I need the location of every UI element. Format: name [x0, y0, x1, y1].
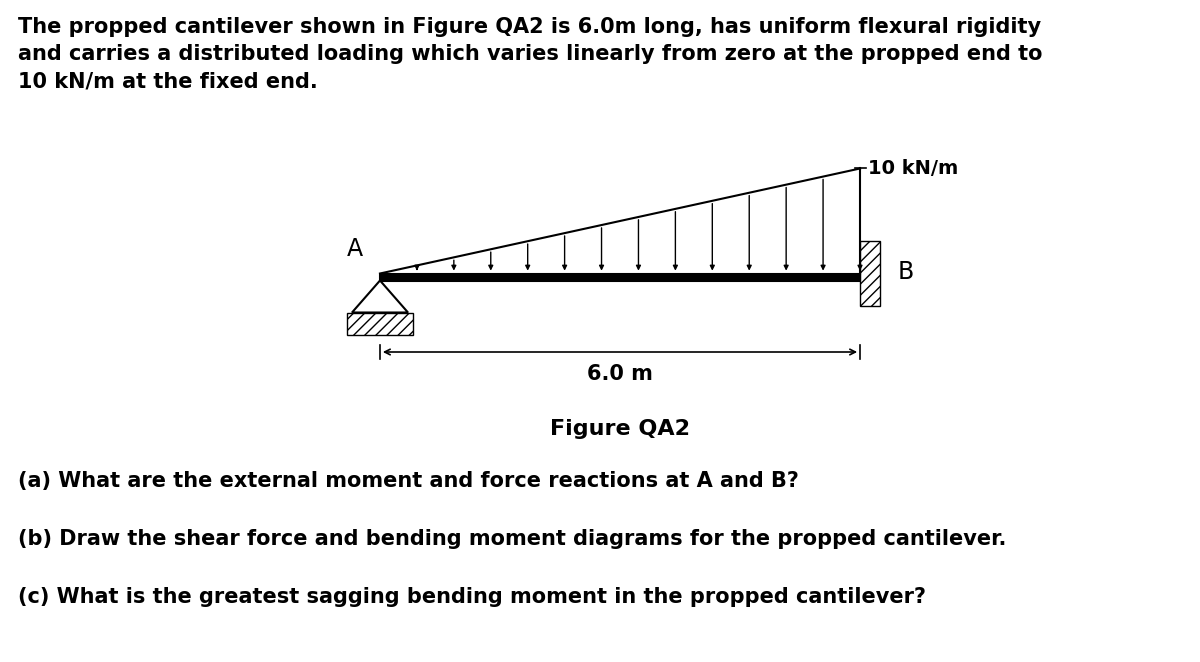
Text: (a) What are the external moment and force reactions at A and B?: (a) What are the external moment and for… — [18, 471, 799, 491]
Text: 6.0 m: 6.0 m — [587, 364, 653, 384]
Text: (c) What is the greatest sagging bending moment in the propped cantilever?: (c) What is the greatest sagging bending… — [18, 587, 926, 607]
Text: 10 kN/m: 10 kN/m — [868, 159, 959, 178]
Text: (b) Draw the shear force and bending moment diagrams for the propped cantilever.: (b) Draw the shear force and bending mom… — [18, 529, 1007, 549]
Text: A: A — [347, 237, 364, 261]
Text: The propped cantilever shown in Figure QA2 is 6.0m long, has uniform flexural ri: The propped cantilever shown in Figure Q… — [18, 17, 1043, 91]
FancyBboxPatch shape — [380, 273, 860, 281]
Polygon shape — [352, 281, 408, 312]
Text: Figure QA2: Figure QA2 — [550, 419, 690, 439]
Text: B: B — [898, 260, 914, 284]
